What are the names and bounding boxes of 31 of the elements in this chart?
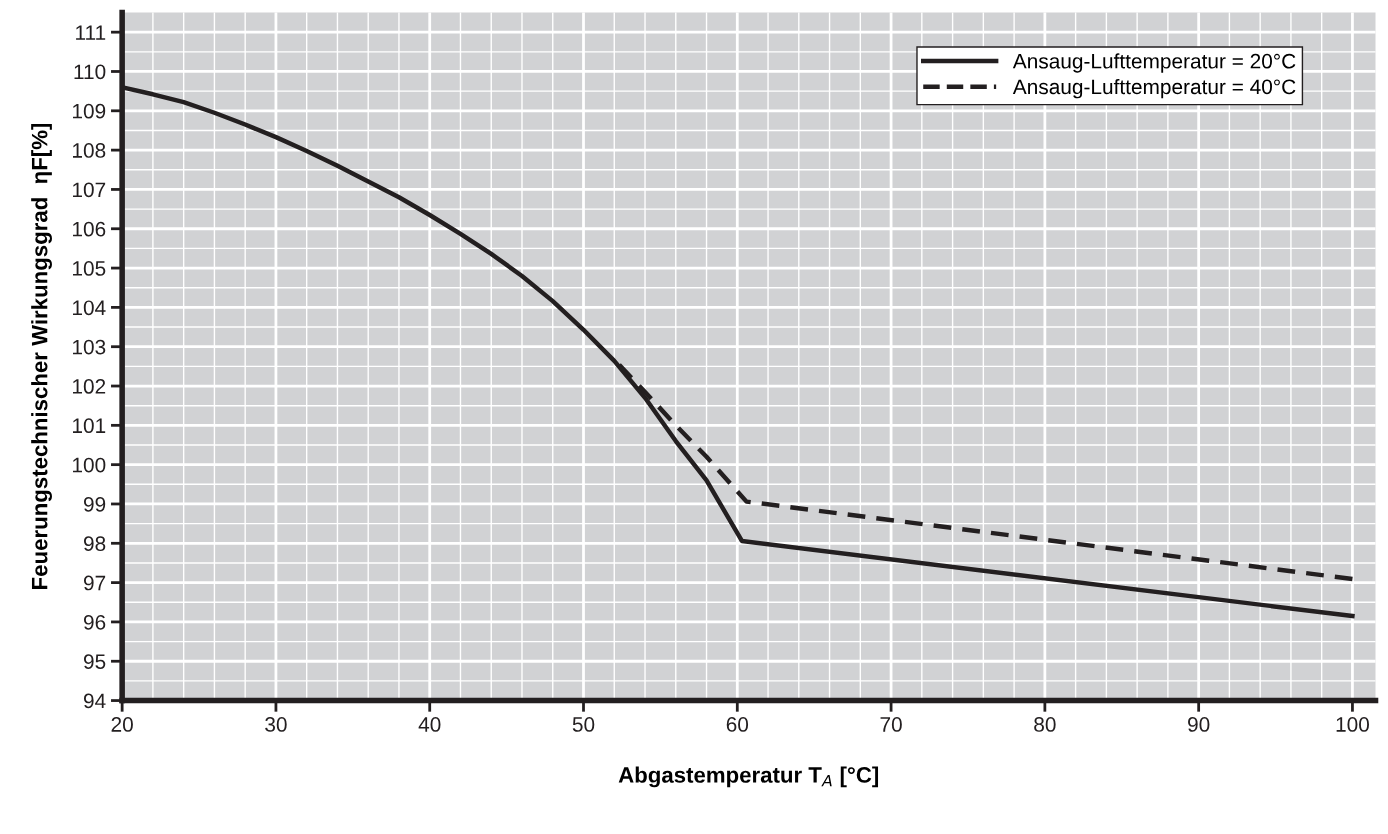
y-tick-label: 106 bbox=[73, 221, 106, 237]
y-tick-label: 102 bbox=[73, 379, 106, 394]
x-tick-label: 100 bbox=[1336, 717, 1370, 732]
legend-label: Ansaug-Lufttemperatur = 20°C bbox=[1012, 53, 1296, 73]
y-tick-label: 94 bbox=[83, 693, 106, 709]
y-tick-label: 110 bbox=[74, 64, 106, 80]
y-tick-label: 98 bbox=[83, 536, 106, 552]
x-tick-label: 20 bbox=[111, 717, 133, 732]
x-tick-label: 50 bbox=[572, 717, 595, 732]
y-tick-label: 100 bbox=[73, 457, 106, 473]
y-tick-label: 97 bbox=[83, 575, 106, 591]
y-tick-label: 107 bbox=[73, 182, 106, 198]
y-tick-label: 96 bbox=[83, 614, 106, 630]
y-tick-label: 109 bbox=[73, 103, 106, 119]
y-tick-label: 95 bbox=[83, 654, 106, 669]
y-tick-label: 101 bbox=[73, 418, 106, 434]
y-tick-label: 105 bbox=[73, 261, 106, 276]
y-tick-label: 99 bbox=[83, 496, 106, 512]
x-tick-label: 80 bbox=[1034, 717, 1056, 732]
x-tick-label: 40 bbox=[418, 717, 441, 732]
x-tick-label: 30 bbox=[265, 717, 287, 732]
y-axis-title: Feuerungstechnischer Wirkungsgrad ηF[%] bbox=[31, 123, 52, 589]
x-tick-label: 90 bbox=[1188, 717, 1210, 732]
legend-label: Ansaug-Lufttemperatur = 40°C bbox=[1012, 78, 1296, 99]
y-tick-label: 111 bbox=[76, 25, 106, 40]
x-axis-title: Abgastemperatur T$_{A}$ [°C] bbox=[618, 766, 879, 788]
x-tick-label: 70 bbox=[880, 717, 902, 732]
y-tick-label: 103 bbox=[73, 339, 106, 355]
y-tick-label: 108 bbox=[73, 143, 106, 158]
y-tick-label: 104 bbox=[73, 300, 106, 316]
x-tick-label: 60 bbox=[726, 717, 749, 732]
